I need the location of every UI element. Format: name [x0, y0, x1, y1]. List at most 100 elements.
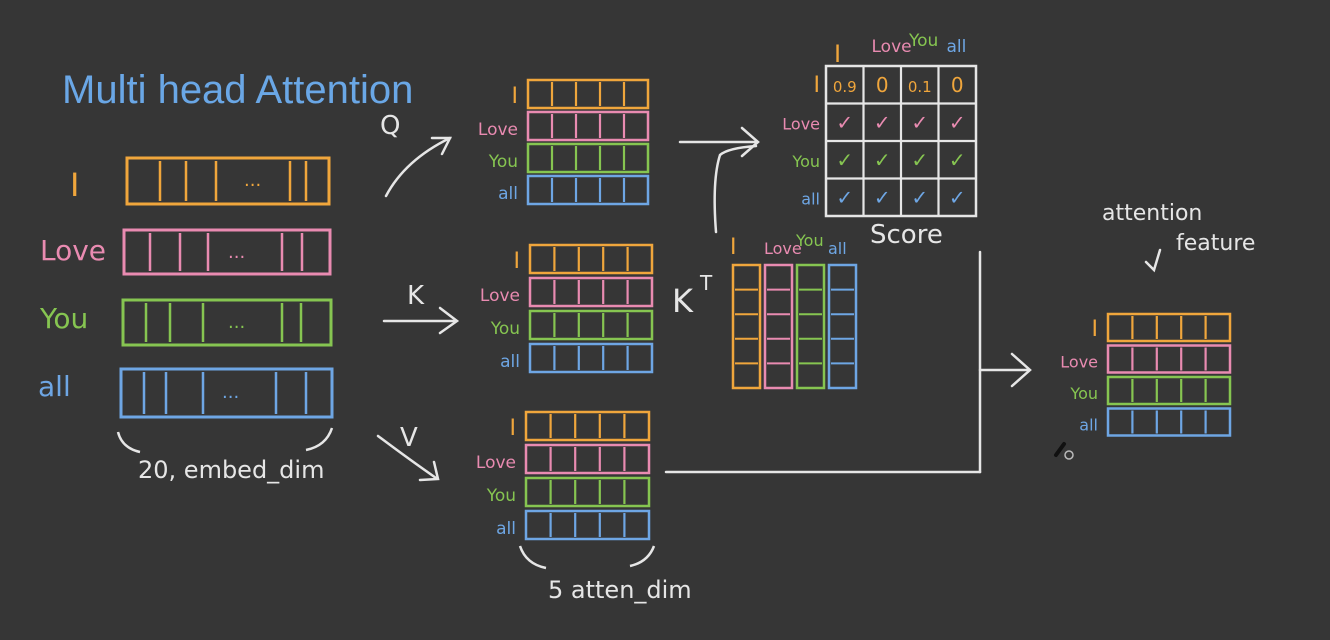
key-row-all — [528, 342, 654, 374]
key-row-I — [528, 243, 654, 275]
score-check-mark: ✓ — [911, 148, 928, 172]
input-token-label-You: You — [39, 302, 88, 335]
output-arrowhead — [1010, 352, 1032, 388]
attention-feature-matrix: I Love You all — [1060, 312, 1232, 437]
input-ellipsis-all: ... — [222, 382, 239, 403]
query-token-label-all: all — [498, 184, 518, 204]
kt-column-Love — [763, 263, 794, 390]
kt-to-score-arrow — [713, 144, 758, 234]
score-col-header-Love: Love — [872, 37, 912, 57]
output-token-label-Love: Love — [1060, 353, 1098, 372]
kt-column-You — [795, 263, 826, 390]
query-row-all — [526, 174, 650, 206]
input-ellipsis-You: ... — [228, 312, 245, 333]
query-row-I — [526, 78, 650, 110]
value-token-label-I: I — [510, 416, 517, 441]
q-arrow — [384, 136, 452, 198]
kt-label: K — [672, 282, 694, 320]
v-arrowhead — [418, 460, 440, 482]
projection-arrows — [376, 136, 460, 482]
score-check-mark: ✓ — [874, 148, 891, 172]
atten-dim-brace — [518, 545, 656, 570]
output-row-You — [1106, 375, 1232, 406]
score-value: 0 — [951, 73, 964, 97]
key-row-Love — [528, 276, 654, 308]
output-token-label-all: all — [1079, 416, 1098, 435]
value-row-all — [524, 509, 651, 541]
score-check-mark: ✓ — [874, 111, 891, 135]
q-to-score-arrowhead — [740, 126, 760, 158]
value-token-label-Love: Love — [476, 453, 516, 473]
score-row-header-I: I — [814, 73, 821, 98]
query-row-Love — [526, 110, 650, 142]
key-row-You — [528, 309, 654, 341]
score-row-header-Love: Love — [782, 115, 820, 134]
score-arrows — [678, 126, 760, 234]
value-token-label-You: You — [486, 486, 516, 506]
score-check-mark: ✓ — [911, 186, 928, 210]
output-row-Love — [1106, 344, 1232, 374]
key-token-label-I: I — [514, 249, 521, 274]
key-token-label-all: all — [500, 352, 520, 372]
kt-column-all — [827, 263, 858, 390]
k-label: K — [407, 281, 425, 311]
brush-cursor-icon — [1054, 442, 1074, 460]
q-arrowhead — [430, 136, 453, 156]
input-dim-brace — [116, 427, 334, 454]
input-vector-You — [121, 298, 333, 347]
score-value: 0.1 — [908, 78, 932, 96]
caption-arrow — [1144, 248, 1162, 273]
kt-header-You: You — [795, 231, 824, 250]
page-title: Multi head Attention — [62, 68, 413, 112]
output-connectors — [664, 248, 1162, 474]
score-check-mark: ✓ — [911, 111, 928, 135]
score-check-mark: ✓ — [836, 148, 853, 172]
kt-column-I — [731, 263, 762, 390]
score-col-header-I: I — [834, 40, 841, 68]
key-matrix: I Love You all — [480, 243, 654, 374]
score-check-mark: ✓ — [949, 111, 966, 135]
score-check-mark: ✓ — [836, 186, 853, 210]
kt-superscript: T — [699, 271, 713, 295]
input-token-label-all: all — [38, 370, 71, 403]
feature-caption: feature — [1176, 231, 1255, 256]
kt-header-Love: Love — [764, 239, 802, 258]
attention-caption: attention — [1102, 201, 1202, 226]
score-value: 0.9 — [833, 78, 857, 96]
query-token-label-I: I — [512, 84, 519, 109]
key-token-label-You: You — [490, 319, 520, 339]
input-vector-all — [119, 367, 334, 419]
score-check-mark: ✓ — [949, 148, 966, 172]
input-ellipsis-I: ... — [244, 170, 261, 191]
input-ellipsis-Love: ... — [228, 242, 245, 263]
score-check-mark: ✓ — [874, 186, 891, 210]
value-row-I — [524, 410, 651, 442]
score-value: 0 — [876, 73, 889, 97]
score-check-mark: ✓ — [949, 186, 966, 210]
output-row-I — [1106, 312, 1232, 343]
input-dim-label: 20, embed_dim — [138, 456, 324, 484]
atten-dim-label: 5 atten_dim — [548, 576, 692, 604]
value-row-Love — [524, 443, 651, 475]
output-token-label-I: I — [1092, 317, 1099, 342]
query-token-label-Love: Love — [478, 120, 518, 140]
input-token-label-Love: Love — [40, 234, 106, 267]
output-token-label-You: You — [1069, 384, 1098, 403]
kt-matrix — [731, 263, 858, 390]
score-matrix: 0.9 0 0.1 0 ✓ ✓ ✓ ✓ ✓ ✓ ✓ ✓ ✓ ✓ ✓ ✓ — [824, 64, 978, 218]
input-vector-Love — [122, 228, 332, 276]
input-vector-I — [125, 156, 331, 206]
score-label: Score — [870, 220, 943, 250]
query-row-You — [526, 142, 650, 174]
v-label: V — [400, 423, 418, 453]
score-row-header-all: all — [801, 190, 820, 209]
key-token-label-Love: Love — [480, 286, 520, 306]
query-token-label-You: You — [488, 152, 518, 172]
v-arrow — [376, 434, 438, 480]
score-row-header-You: You — [791, 152, 820, 171]
k-arrowhead — [438, 306, 460, 335]
score-col-header-You: You — [908, 31, 938, 51]
value-row-You — [524, 476, 651, 508]
